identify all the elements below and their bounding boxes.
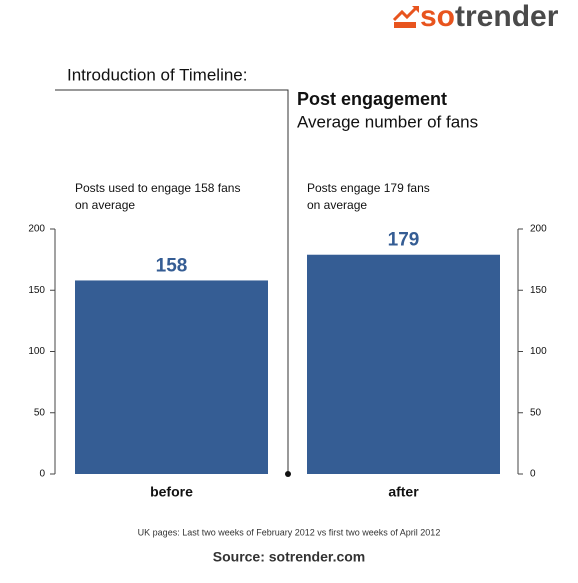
logo-icon-arrow xyxy=(412,6,419,13)
y-tick-label: 150 xyxy=(28,285,45,296)
header: Introduction of Timeline: xyxy=(67,65,247,84)
y-tick-label-right: 150 xyxy=(530,285,547,296)
y-tick-label-right: 200 xyxy=(530,224,547,235)
bar xyxy=(307,254,500,474)
annotation: on average xyxy=(307,198,367,212)
bar xyxy=(75,280,268,474)
annotation: Posts used to engage 158 fans xyxy=(75,181,240,195)
y-tick-label-right: 100 xyxy=(530,346,547,357)
chart-subtitle: Average number of fans xyxy=(297,112,478,131)
logo-text: sotrender xyxy=(420,0,559,33)
note: UK pages: Last two weeks of February 201… xyxy=(138,527,441,537)
y-tick-label: 100 xyxy=(28,346,45,357)
y-tick-label: 200 xyxy=(28,224,45,235)
value-label: 179 xyxy=(388,230,420,251)
y-tick-label-right: 50 xyxy=(530,407,542,418)
logo-icon xyxy=(392,6,418,22)
value-label: 158 xyxy=(156,255,188,276)
x-tick-label: after xyxy=(388,484,419,500)
divider-dot xyxy=(285,471,291,477)
logo-icon-base xyxy=(394,22,416,28)
x-tick-label: before xyxy=(150,484,193,500)
y-tick-label: 50 xyxy=(34,407,46,418)
chart-title: Post engagement xyxy=(297,89,447,109)
y-tick-label-right: 0 xyxy=(530,469,536,480)
y-tick-label: 0 xyxy=(39,469,45,480)
annotation: Posts engage 179 fans xyxy=(307,181,430,195)
logo: sotrender xyxy=(392,0,559,33)
annotation: on average xyxy=(75,198,135,212)
divider xyxy=(55,89,289,474)
source: Source: sotrender.com xyxy=(213,549,366,565)
